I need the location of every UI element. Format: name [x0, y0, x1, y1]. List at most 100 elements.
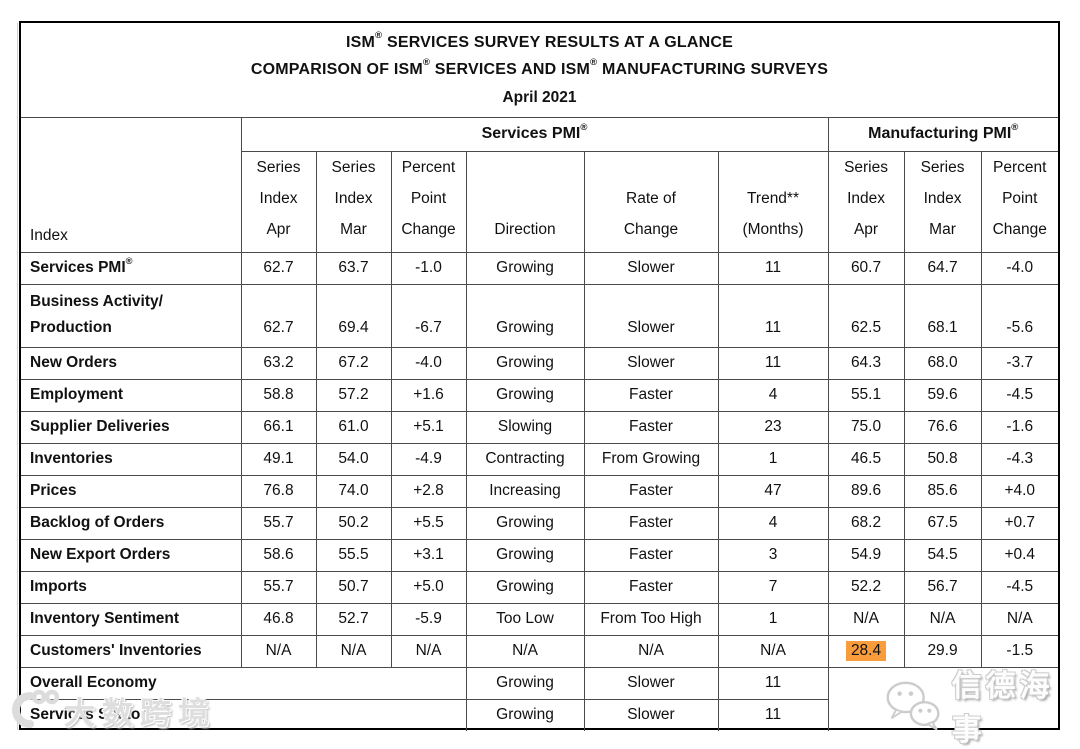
table-cell: 47 [717, 474, 829, 508]
table-cell: Increasing [465, 474, 585, 508]
summary-row: Services Sector Growing Slower 11 [20, 698, 1058, 732]
table-cell: 11 [717, 283, 829, 348]
table-cell: +1.6 [390, 378, 467, 412]
table-cell: Growing [465, 378, 585, 412]
table-cell: 66.1 [240, 410, 317, 444]
table-cell: Slower [583, 698, 719, 732]
table-title: ISM® SERVICES SURVEY RESULTS AT A GLANCE [346, 30, 733, 51]
column-header-svc-percent-point-change: Percent Point Change [390, 150, 467, 253]
table-cell: +2.8 [390, 474, 467, 508]
table-cell: +3.1 [390, 538, 467, 572]
table-cell: 4 [717, 506, 829, 540]
column-group-header-services: Services PMI® [240, 117, 829, 152]
row-label: Inventories [20, 442, 242, 476]
table-cell: 1 [717, 602, 829, 636]
table-cell: Faster [583, 378, 719, 412]
table-row: Inventories 49.1 54.0 -4.9 Contracting From G… [20, 442, 1059, 476]
table-cell: Faster [583, 538, 719, 572]
table-cell: 61.0 [315, 410, 392, 444]
table-cell: 11 [717, 698, 829, 732]
table-cell: N/A [827, 602, 905, 636]
table-cell: 50.8 [903, 442, 982, 476]
table-cell: Slower [583, 666, 719, 700]
table-cell: 63.2 [240, 346, 317, 380]
table-head: Index Services PMI® Manufacturing PMI® Seri… [20, 117, 1059, 253]
title-block: ISM® SERVICES SURVEY RESULTS AT A GLANCE… [21, 23, 1058, 118]
column-header-svc-series-index-mar: Series Index Mar [315, 150, 392, 253]
table-cell: 50.2 [315, 506, 392, 540]
table-cell: 54.9 [827, 538, 905, 572]
table-cell: 28.4 [827, 634, 905, 668]
table-cell: +0.7 [980, 506, 1059, 540]
table-row: Employment 58.8 57.2 +1.6 Growing Faster 4 55.1… [20, 378, 1059, 412]
results-table-sheet: ISM® SERVICES SURVEY RESULTS AT A GLANCE… [17, 21, 1060, 732]
table-row: New Export Orders 58.6 55.5 +3.1 Growing Fast… [20, 538, 1059, 572]
row-label: Business Activity/Production [20, 283, 242, 348]
table-cell: N/A [465, 634, 585, 668]
column-header-direction: Direction [465, 150, 585, 253]
column-header-trend-months: Trend** (Months) [717, 150, 829, 253]
table-cell: Growing [465, 538, 585, 572]
row-label: Services Sector [20, 698, 467, 732]
table-cell: N/A [583, 634, 719, 668]
table-cell: +5.5 [390, 506, 467, 540]
table-cell: -4.3 [980, 442, 1059, 476]
table-cell: +4.0 [980, 474, 1059, 508]
row-label: Prices [20, 474, 242, 508]
table-cell: Contracting [465, 442, 585, 476]
table-cell: -6.7 [390, 283, 467, 348]
table-cell: 75.0 [827, 410, 905, 444]
table-cell: Growing [465, 251, 585, 285]
table-cell: 52.7 [315, 602, 392, 636]
table-cell: N/A [980, 602, 1059, 636]
table-cell: Slower [583, 283, 719, 348]
header-cols-row: Series Index Apr Series Index Mar Percent Point… [21, 150, 1059, 253]
table-cell: 62.7 [240, 283, 317, 348]
table-cell: -4.0 [390, 346, 467, 380]
table-cell: 59.6 [903, 378, 982, 412]
table-cell: 11 [717, 666, 829, 700]
table-cell: 62.5 [827, 283, 905, 348]
table-cell: Growing [465, 570, 585, 604]
table-cell: 52.2 [827, 570, 905, 604]
table-cell: 57.2 [315, 378, 392, 412]
column-group-header-manufacturing: Manufacturing PMI® [827, 117, 1059, 152]
table-cell: 69.4 [315, 283, 392, 348]
table-cell: -5.9 [390, 602, 467, 636]
table-cell: 29.9 [903, 634, 982, 668]
table-cell: 49.1 [240, 442, 317, 476]
table-cell: N/A [717, 634, 829, 668]
merged-empty-cell [827, 666, 1059, 732]
row-label: Supplier Deliveries [20, 410, 242, 444]
row-label: New Export Orders [20, 538, 242, 572]
table-cell: 60.7 [827, 251, 905, 285]
table-cell: 55.5 [315, 538, 392, 572]
table-cell: N/A [390, 634, 467, 668]
table-row: New Orders 63.2 67.2 -4.0 Growing Slower 11 64.… [20, 346, 1059, 380]
table-cell: Too Low [465, 602, 585, 636]
table-cell: Growing [465, 346, 585, 380]
column-header-mfg-percent-point-change: Percent Point Change [980, 150, 1059, 253]
table-cell: 67.2 [315, 346, 392, 380]
ism-comparison-table: Index Services PMI® Manufacturing PMI® Seri… [20, 117, 1059, 732]
table-cell: Growing [465, 698, 585, 732]
table-cell: N/A [240, 634, 317, 668]
table-cell: 67.5 [903, 506, 982, 540]
table-cell: Growing [465, 506, 585, 540]
row-label: New Orders [20, 346, 242, 380]
header-group-row: Index Services PMI® Manufacturing PMI® [20, 117, 1059, 253]
table-cell: 55.7 [240, 506, 317, 540]
table-cell: Slower [583, 251, 719, 285]
table-cell: 23 [717, 410, 829, 444]
table-cell: -3.7 [980, 346, 1059, 380]
table-cell: +5.0 [390, 570, 467, 604]
table-cell: 76.8 [240, 474, 317, 508]
table-cell: 46.5 [827, 442, 905, 476]
table-cell: -5.6 [980, 283, 1059, 348]
table-body: Services PMI® 62.7 63.7 -1.0 Growing Slower 11… [20, 251, 1059, 732]
row-label: Overall Economy [20, 666, 467, 700]
table-cell: -4.5 [980, 378, 1059, 412]
table-cell: Faster [583, 410, 719, 444]
table-cell: Growing [465, 666, 585, 700]
table-cell: 68.0 [903, 346, 982, 380]
